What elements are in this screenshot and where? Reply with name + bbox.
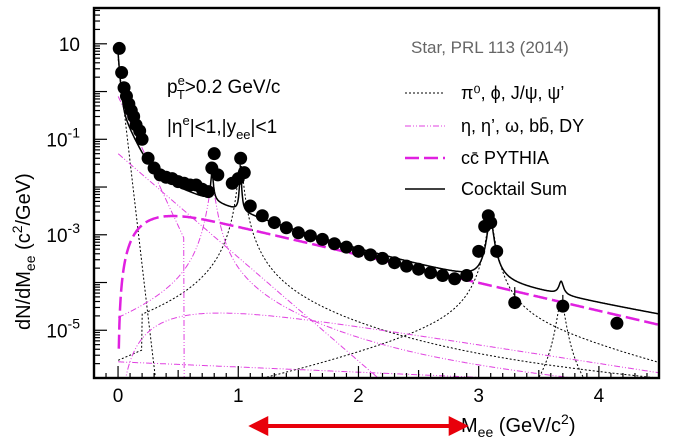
data-point	[388, 256, 402, 270]
curve-other-source-4	[118, 361, 506, 378]
data-point	[339, 240, 353, 254]
data-point	[267, 216, 281, 230]
data-point	[484, 216, 498, 230]
data-point	[135, 132, 149, 146]
x-tick-label: 4	[594, 386, 605, 407]
data-point	[351, 244, 365, 258]
data-point	[237, 166, 251, 180]
data-point	[376, 251, 390, 265]
x-tick-label: 2	[353, 386, 364, 407]
data-point	[327, 237, 341, 251]
x-axis: 0 1 2 3 4	[93, 366, 660, 407]
curve-other-source-0	[117, 96, 185, 378]
data-point	[279, 221, 293, 235]
data-point	[363, 248, 377, 262]
legend-item-other-sources: η, η’, ω, bb̄, DY	[405, 116, 584, 136]
legend-item-cocktail-sum: Cocktail Sum	[405, 179, 567, 199]
data-point	[201, 185, 215, 199]
y-tick-label: 10-1	[46, 124, 80, 151]
legend-label: Cocktail Sum	[461, 179, 567, 199]
x-tick-label: 1	[233, 386, 244, 407]
data-point	[234, 151, 248, 165]
data-point	[448, 272, 462, 286]
data-point	[211, 168, 225, 182]
data-point	[508, 296, 522, 310]
legend-item-ccbar: cc̄ PYTHIA	[405, 148, 549, 168]
data-point	[436, 269, 450, 283]
curve-light-meson-1	[117, 163, 659, 378]
data-points	[112, 41, 624, 330]
x-axis-title: Mee (GeV/c2)	[461, 411, 576, 438]
data-point	[255, 209, 269, 223]
x-tick-label: 3	[473, 386, 484, 407]
data-point	[424, 266, 438, 280]
data-point	[556, 299, 570, 313]
data-point	[115, 66, 129, 80]
cocktail-curves	[117, 53, 659, 378]
data-point	[412, 262, 426, 276]
data-point	[472, 244, 486, 258]
data-point	[610, 316, 624, 330]
legend-label: cc̄ PYTHIA	[461, 148, 549, 168]
cut-label-pt: pe T>0.2 GeV/c	[167, 73, 280, 102]
curve-ccbar	[117, 214, 659, 349]
data-point	[303, 229, 317, 243]
data-point	[243, 199, 257, 213]
curve-light-meson-3	[538, 300, 585, 378]
data-point	[291, 226, 305, 240]
data-point	[460, 269, 474, 283]
y-tick-label: 10	[59, 35, 80, 56]
legend-label: η, η’, ω, bb̄, DY	[461, 116, 584, 136]
legend: π⁰, ϕ, J/ψ, ψ’ η, η’, ω, bb̄, DY cc̄ PYT…	[405, 83, 584, 199]
cut-label-eta: |ηe|<1,|yee|<1	[167, 113, 277, 142]
plot-frame	[92, 6, 661, 380]
y-tick-label: 10-3	[46, 220, 80, 247]
data-point	[112, 41, 126, 55]
curve-other-source-3	[125, 312, 659, 378]
y-tick-label: 10-5	[46, 315, 80, 342]
x-tick-label: 0	[113, 386, 124, 407]
curve-other-source-1	[117, 186, 578, 378]
legend-item-light-mesons: π⁰, ϕ, J/ψ, ψ’	[405, 83, 564, 103]
y-axis-title: dN/dMee (c2/GeV)	[9, 173, 38, 330]
data-point	[400, 259, 414, 273]
data-point	[490, 244, 504, 258]
data-point	[141, 151, 155, 165]
legend-label: π⁰, ϕ, J/ψ, ψ’	[461, 83, 564, 103]
y-axis: 10 10-1 10-3 10-5	[46, 9, 107, 379]
curve-light-meson-2	[261, 219, 659, 378]
data-point	[207, 147, 221, 161]
curve-light-meson-0	[117, 59, 156, 378]
data-point	[315, 232, 329, 246]
source-label: Star, PRL 113 (2014)	[411, 38, 569, 57]
